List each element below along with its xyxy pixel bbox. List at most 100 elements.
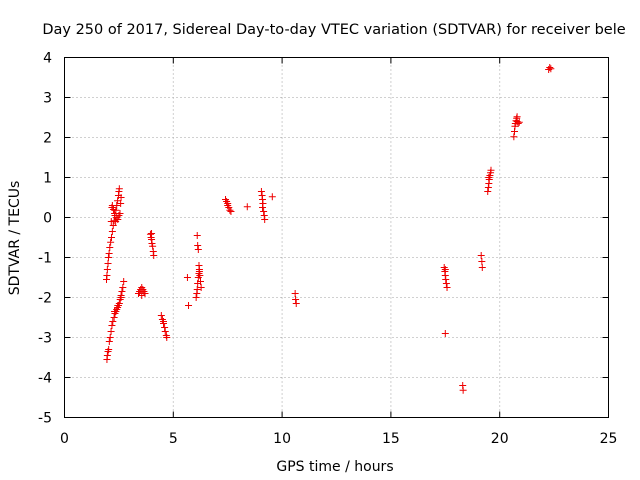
data-point: [478, 264, 486, 271]
data-point: [197, 278, 204, 285]
data-point: [150, 252, 158, 259]
data-point: [510, 133, 518, 141]
x-tick-labels: 0 5 10 15 20 25: [60, 431, 617, 447]
data-point: [106, 334, 114, 341]
y-tick-label: -3: [38, 331, 52, 347]
data-point: [120, 278, 128, 285]
axis-ticks: [64, 57, 609, 418]
grid-lines: [64, 57, 609, 418]
data-point: [119, 284, 127, 291]
data-point: [478, 258, 486, 265]
data-point: [183, 274, 191, 281]
y-axis-label: SDTVAR / TECUs: [7, 181, 23, 296]
data-point: [194, 246, 202, 253]
data-point: [259, 204, 267, 211]
data-point: [195, 268, 203, 275]
y-tick-label: -1: [38, 251, 52, 267]
data-point: [291, 290, 299, 297]
data-point: [193, 232, 201, 239]
data-point: [292, 296, 300, 303]
y-tick-label: -4: [38, 371, 52, 387]
data-point: [261, 216, 269, 223]
y-tick-label: -5: [38, 411, 52, 427]
x-axis-label: GPS time / hours: [276, 459, 393, 475]
data-point: [117, 294, 125, 301]
data-point: [547, 65, 555, 73]
data-point: [149, 242, 157, 250]
data-point: [107, 328, 115, 335]
y-tick-label: 2: [43, 131, 52, 147]
data-point: [116, 210, 124, 217]
x-tick-label: 25: [600, 431, 618, 447]
data-point: [193, 286, 201, 293]
data-point: [138, 292, 146, 299]
data-point: [117, 200, 125, 207]
data-point: [108, 228, 116, 235]
x-tick-label: 15: [382, 431, 400, 447]
data-point: [106, 244, 114, 251]
data-point: [195, 262, 203, 269]
data-point: [194, 242, 202, 249]
data-point: [148, 230, 156, 237]
data-point: [197, 284, 205, 291]
data-point: [292, 300, 300, 307]
y-tick-label: 0: [43, 211, 52, 227]
data-point: [160, 318, 168, 325]
data-point: [118, 288, 126, 295]
x-tick-label: 10: [273, 431, 291, 447]
data-point: [224, 202, 232, 209]
data-point: [105, 338, 113, 345]
data-point: [227, 208, 235, 215]
data-point: [546, 64, 554, 71]
data-point: [442, 276, 450, 283]
x-tick-label: 5: [169, 431, 178, 447]
data-point: [441, 330, 449, 337]
data-point: [443, 284, 451, 291]
data-point: [108, 204, 116, 211]
y-tick-label: 3: [43, 91, 52, 107]
data-point: [103, 266, 111, 273]
data-point: [477, 252, 485, 259]
data-point: [163, 334, 171, 341]
data-points: [102, 64, 555, 394]
data-point: [117, 194, 125, 201]
y-tick-label: 4: [43, 51, 52, 67]
chart-title: Day 250 of 2017, Sidereal Day-to-day VTE…: [42, 22, 625, 38]
data-point: [257, 188, 265, 195]
data-point: [441, 266, 449, 273]
y-tick-label: -2: [38, 291, 52, 307]
data-point: [104, 260, 112, 267]
data-point: [459, 386, 467, 394]
data-point: [243, 203, 251, 211]
data-point: [111, 308, 119, 315]
data-point: [107, 238, 115, 246]
plot-frame: [64, 57, 609, 418]
data-point: [442, 280, 450, 287]
data-point: [115, 185, 123, 193]
data-point: [110, 314, 118, 321]
data-point: [515, 118, 523, 126]
x-tick-label: 20: [491, 431, 509, 447]
data-point: [485, 174, 493, 181]
data-point: [104, 254, 112, 261]
x-tick-label: 0: [60, 431, 69, 447]
data-point: [146, 230, 154, 238]
data-point: [105, 346, 113, 353]
data-point: [192, 294, 200, 301]
data-point: [114, 302, 122, 309]
data-point: [514, 120, 522, 127]
data-point: [161, 328, 169, 335]
data-point: [108, 234, 116, 241]
data-point: [513, 113, 521, 121]
data-point: [487, 166, 495, 174]
data-point: [109, 318, 117, 325]
y-tick-labels: -5 -4 -3 -2 -1 0 1 2 3 4: [38, 51, 52, 427]
data-point: [103, 352, 111, 359]
data-point: [260, 208, 268, 215]
data-point: [157, 312, 165, 319]
data-point: [161, 324, 169, 331]
data-point: [484, 188, 492, 195]
data-point: [268, 193, 276, 201]
